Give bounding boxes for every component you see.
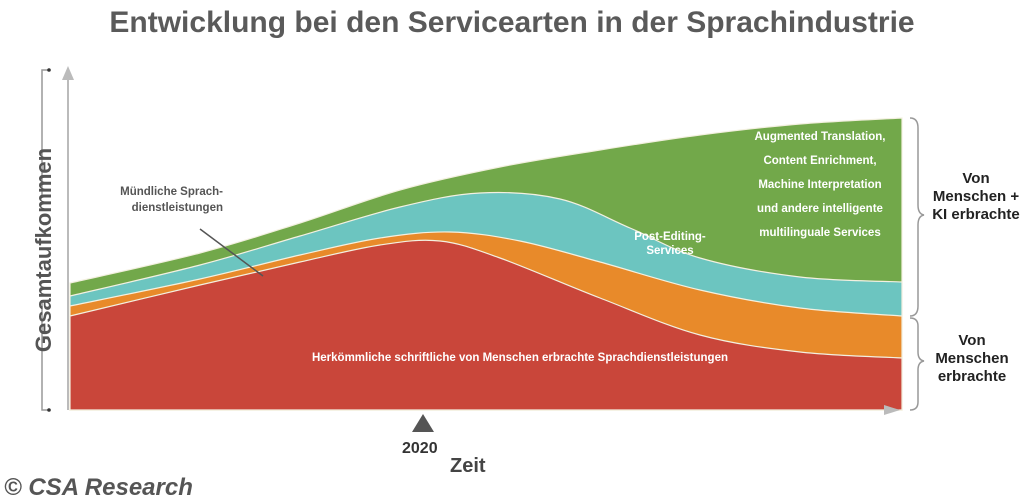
chart-title: Entwicklung bei den Servicearten in der … (109, 6, 915, 39)
label-augmented-line: Machine Interpretation (758, 179, 882, 191)
bracket-label-line: Von (958, 332, 986, 349)
year-marker-label: 2020 (402, 440, 438, 457)
bracket-label-human-ai: Von Menschen + KI erbrachte (928, 170, 1024, 224)
label-interpreting: Mündliche Sprach- dienstleistungen (100, 184, 223, 216)
year-marker-triangle (412, 414, 434, 432)
label-post-editing: Post-Editing- Services (620, 230, 720, 258)
label-interpreting-line2: dienstleistungen (131, 202, 223, 214)
x-axis-arrowhead (884, 405, 900, 415)
bracket-label-line: Von (962, 170, 990, 187)
area-traditional (69, 239, 903, 411)
label-augmented-line: multilinguale Services (759, 227, 881, 239)
bracket-label-line: Menschen (935, 350, 1009, 367)
label-post-editing-line1: Post-Editing- (634, 231, 706, 243)
x-axis-label: Zeit (450, 455, 486, 477)
copyright: © CSA Research (4, 474, 193, 501)
label-traditional: Herkömmliche schriftliche von Menschen e… (311, 352, 729, 364)
interpreting-pointer (199, 228, 264, 277)
label-augmented-line: Content Enrichment, (763, 155, 877, 167)
bracket-label-line: erbrachte (937, 368, 1007, 385)
label-interpreting-line1: Mündliche Sprach- (120, 186, 223, 198)
bracket-label-human: Von Menschen erbrachte (928, 332, 1016, 386)
bracket-label-line: KI erbrachte (932, 206, 1020, 223)
bracket-human-ai (909, 117, 925, 317)
y-axis-arrowhead (62, 66, 74, 80)
label-post-editing-line2: Services (646, 245, 694, 257)
y-axis-label: Gesamtaufkommen (31, 147, 56, 353)
label-augmented-line: Augmented Translation, (754, 131, 886, 143)
label-augmented: Augmented Translation, Content Enrichmen… (740, 125, 900, 245)
y-axis-bracket (41, 69, 48, 411)
bracket-human (909, 317, 925, 411)
label-augmented-line: und andere intelligente (757, 203, 883, 215)
bracket-label-line: Menschen + (932, 188, 1020, 205)
